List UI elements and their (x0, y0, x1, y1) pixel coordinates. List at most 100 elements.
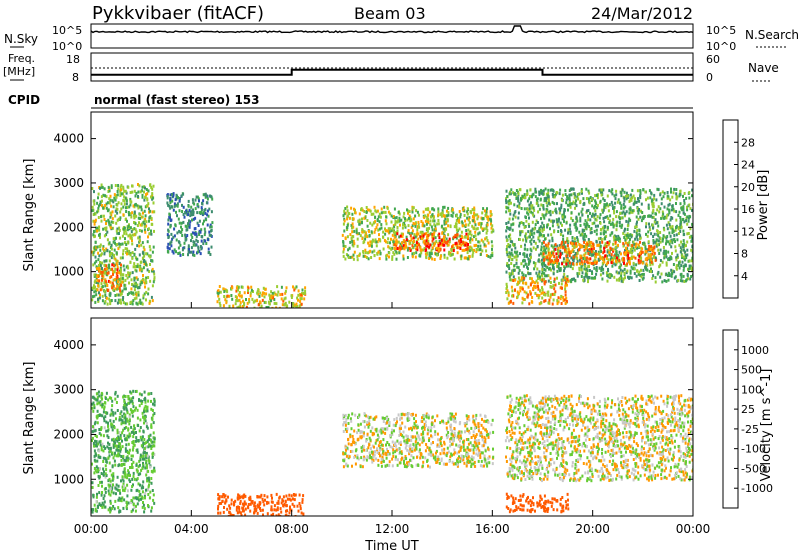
data-cell (655, 198, 658, 202)
data-cell (111, 451, 114, 455)
data-cell (676, 195, 679, 199)
data-cell (484, 244, 487, 248)
data-cell (391, 233, 394, 237)
data-cell (440, 238, 443, 242)
data-cell (650, 232, 653, 236)
data-cell (190, 233, 193, 237)
data-cell (223, 290, 226, 293)
data-cell (111, 438, 114, 442)
data-cell (566, 244, 569, 248)
data-cell (621, 223, 624, 227)
data-cell (604, 254, 607, 258)
data-cell (93, 403, 96, 407)
data-cell (102, 503, 105, 507)
data-cell (130, 237, 133, 240)
data-cell (538, 270, 541, 274)
data-cell (594, 250, 597, 253)
data-cell (545, 246, 548, 250)
data-cell (630, 276, 633, 280)
data-cell (441, 211, 444, 215)
data-cell (379, 215, 382, 219)
data-cell (477, 232, 480, 236)
data-cell (662, 237, 664, 241)
data-cell (562, 234, 565, 238)
data-cell (623, 257, 625, 261)
data-cell (129, 236, 132, 240)
data-cell (603, 229, 606, 233)
data-cell (534, 195, 537, 199)
data-cell (508, 272, 511, 276)
data-cell (238, 291, 241, 294)
data-cell (135, 191, 138, 195)
data-cell (382, 230, 385, 234)
data-cell (423, 246, 426, 250)
data-cell (659, 207, 662, 211)
data-cell (113, 459, 116, 463)
data-cell (559, 188, 562, 192)
data-cell (177, 246, 180, 250)
data-cell (589, 249, 592, 253)
data-cell (128, 422, 131, 426)
data-cell (126, 419, 129, 423)
data-cell (665, 239, 668, 243)
data-cell (408, 216, 410, 220)
data-cell (651, 211, 654, 215)
data-cell (111, 411, 114, 415)
data-cell (101, 442, 104, 446)
data-cell (605, 203, 608, 206)
data-cell (218, 285, 221, 288)
data-cell (646, 196, 649, 200)
data-cell (153, 437, 156, 441)
data-cell (416, 228, 419, 232)
data-cell (274, 292, 277, 296)
data-cell (547, 242, 550, 246)
colorbar-tick-label: 12 (741, 225, 755, 238)
data-cell (657, 224, 660, 228)
data-cell (608, 221, 611, 225)
data-cell (180, 194, 183, 198)
data-cell (192, 243, 195, 247)
data-cell (117, 184, 120, 187)
data-cell (448, 237, 451, 241)
data-cell (114, 241, 116, 245)
data-cell (473, 220, 476, 224)
data-cell (196, 221, 199, 225)
data-cell (254, 299, 257, 303)
data-cell (602, 256, 605, 260)
data-cell (614, 245, 617, 249)
data-cell (624, 212, 627, 216)
data-cell (624, 233, 627, 237)
data-cell (690, 259, 693, 263)
data-cell (92, 409, 95, 413)
data-cell (447, 206, 450, 210)
data-cell (483, 209, 486, 213)
data-cell (359, 234, 362, 238)
data-cell (580, 268, 583, 272)
data-cell (673, 270, 676, 274)
data-cell (433, 208, 436, 212)
data-cell (411, 244, 414, 248)
data-cell (451, 245, 454, 249)
data-cell (627, 220, 630, 224)
data-cell (113, 507, 116, 511)
data-cell (119, 185, 122, 189)
data-cell (652, 254, 655, 258)
data-cell (148, 270, 151, 273)
data-cell (542, 252, 545, 256)
data-cell (492, 228, 494, 232)
data-cell (625, 210, 628, 214)
data-cell (150, 392, 153, 395)
data-cell (100, 472, 103, 475)
data-cell (136, 277, 139, 281)
data-cell (119, 216, 122, 220)
data-cell (452, 249, 455, 252)
data-cell (509, 239, 512, 243)
data-cell (589, 218, 592, 222)
data-cell (275, 306, 278, 308)
data-cell (604, 236, 606, 240)
data-cell (293, 288, 296, 292)
data-cell (377, 250, 380, 254)
data-cell (602, 197, 605, 201)
data-cell (103, 234, 106, 238)
data-cell (543, 234, 545, 238)
